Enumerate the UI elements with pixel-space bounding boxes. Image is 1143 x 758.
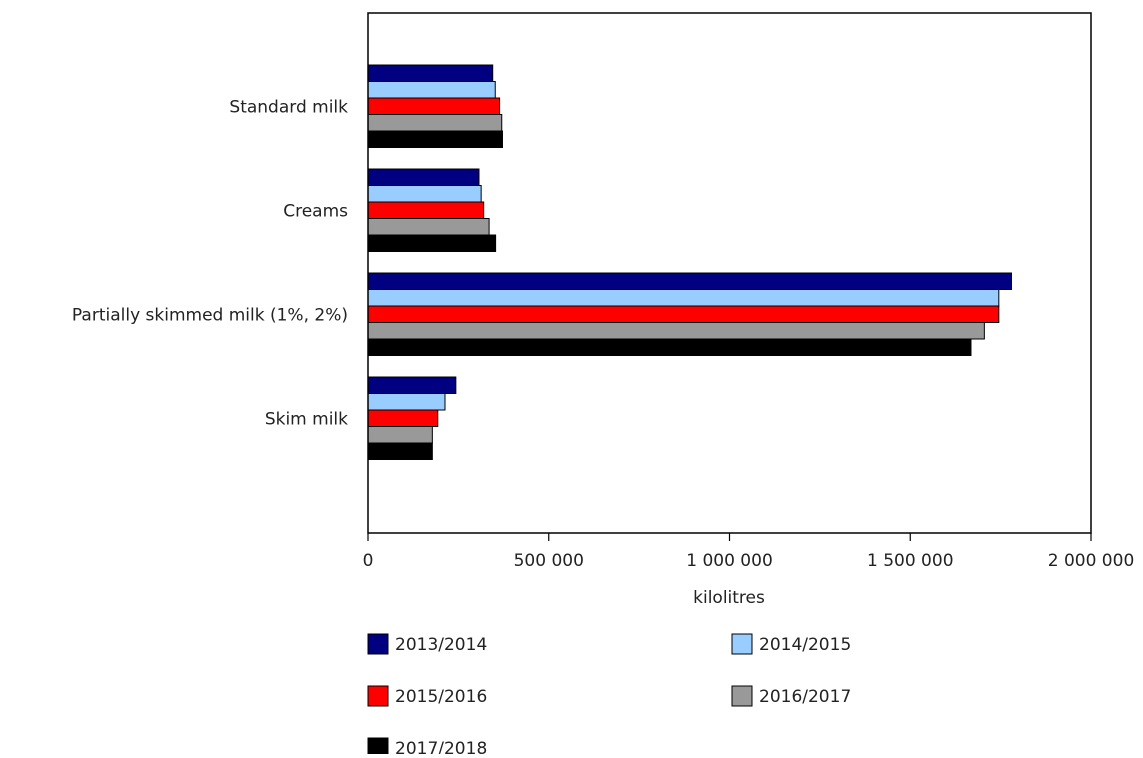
category-label: Creams [283, 201, 348, 221]
x-tick-label: 1 500 000 [867, 551, 954, 571]
legend-label-2016-2017: 2016/2017 [759, 687, 851, 707]
bar-creams-2017-2018 [367, 234, 497, 252]
bar-standard-milk-2017-2018 [367, 130, 503, 148]
category-label: Skim milk [265, 409, 348, 429]
x-axis-label: kilolitres [693, 588, 765, 608]
bar-creams-2016-2017 [367, 218, 490, 236]
bar-standard-milk-2016-2017 [367, 114, 503, 132]
category-labels: Standard milk Creams Partially skimmed mil… [72, 97, 348, 429]
legend-swatch-2017-2018 [367, 737, 389, 758]
bar-partially-skimmed-milk-1-2-2013-2014 [367, 272, 1012, 290]
category-label: Partially skimmed milk (1%, 2%) [72, 305, 348, 325]
legend-label-2013-2014: 2013/2014 [395, 635, 487, 655]
legend-swatch-2013-2014 [367, 633, 389, 655]
legend-swatch-2015-2016 [367, 685, 389, 707]
legend-label-2014-2015: 2014/2015 [759, 635, 851, 655]
legend-swatch-2014-2015 [731, 633, 753, 655]
legend-label-2017-2018: 2017/2018 [395, 739, 487, 754]
x-axis-ticks: 0 500 000 1 000 000 1 500 000 2 000 000 [363, 533, 1135, 571]
bar-standard-milk-2014-2015 [367, 81, 496, 99]
bar-partially-skimmed-milk-1-2-2014-2015 [367, 289, 1000, 307]
bar-creams-2014-2015 [367, 185, 482, 203]
x-tick-label: 500 000 [514, 551, 584, 571]
legend-swatch-2016-2017 [731, 685, 753, 707]
category-label: Standard milk [229, 97, 348, 117]
x-tick-label: 2 000 000 [1048, 551, 1135, 571]
legend: 2013/2014 2014/2015 2015/2016 2016/2017 2017… [367, 633, 851, 758]
bar-partially-skimmed-milk-1-2-2017-2018 [367, 338, 972, 356]
bar-standard-milk-2013-2014 [367, 64, 494, 82]
bar-standard-milk-2015-2016 [367, 97, 501, 115]
bar-skim-milk-2014-2015 [367, 393, 446, 411]
bar-creams-2015-2016 [367, 201, 485, 219]
bar-skim-milk-2015-2016 [367, 409, 439, 427]
bar-skim-milk-2017-2018 [367, 442, 433, 460]
bar-creams-2013-2014 [367, 168, 480, 186]
x-tick-label: 0 [363, 551, 374, 571]
bars [367, 64, 1012, 460]
bar-skim-milk-2013-2014 [367, 376, 457, 394]
legend-label-2015-2016: 2015/2016 [395, 687, 487, 707]
x-tick-label: 1 000 000 [686, 551, 773, 571]
bar-partially-skimmed-milk-1-2-2016-2017 [367, 322, 985, 340]
bar-partially-skimmed-milk-1-2-2015-2016 [367, 305, 1000, 323]
bar-skim-milk-2016-2017 [367, 426, 433, 444]
